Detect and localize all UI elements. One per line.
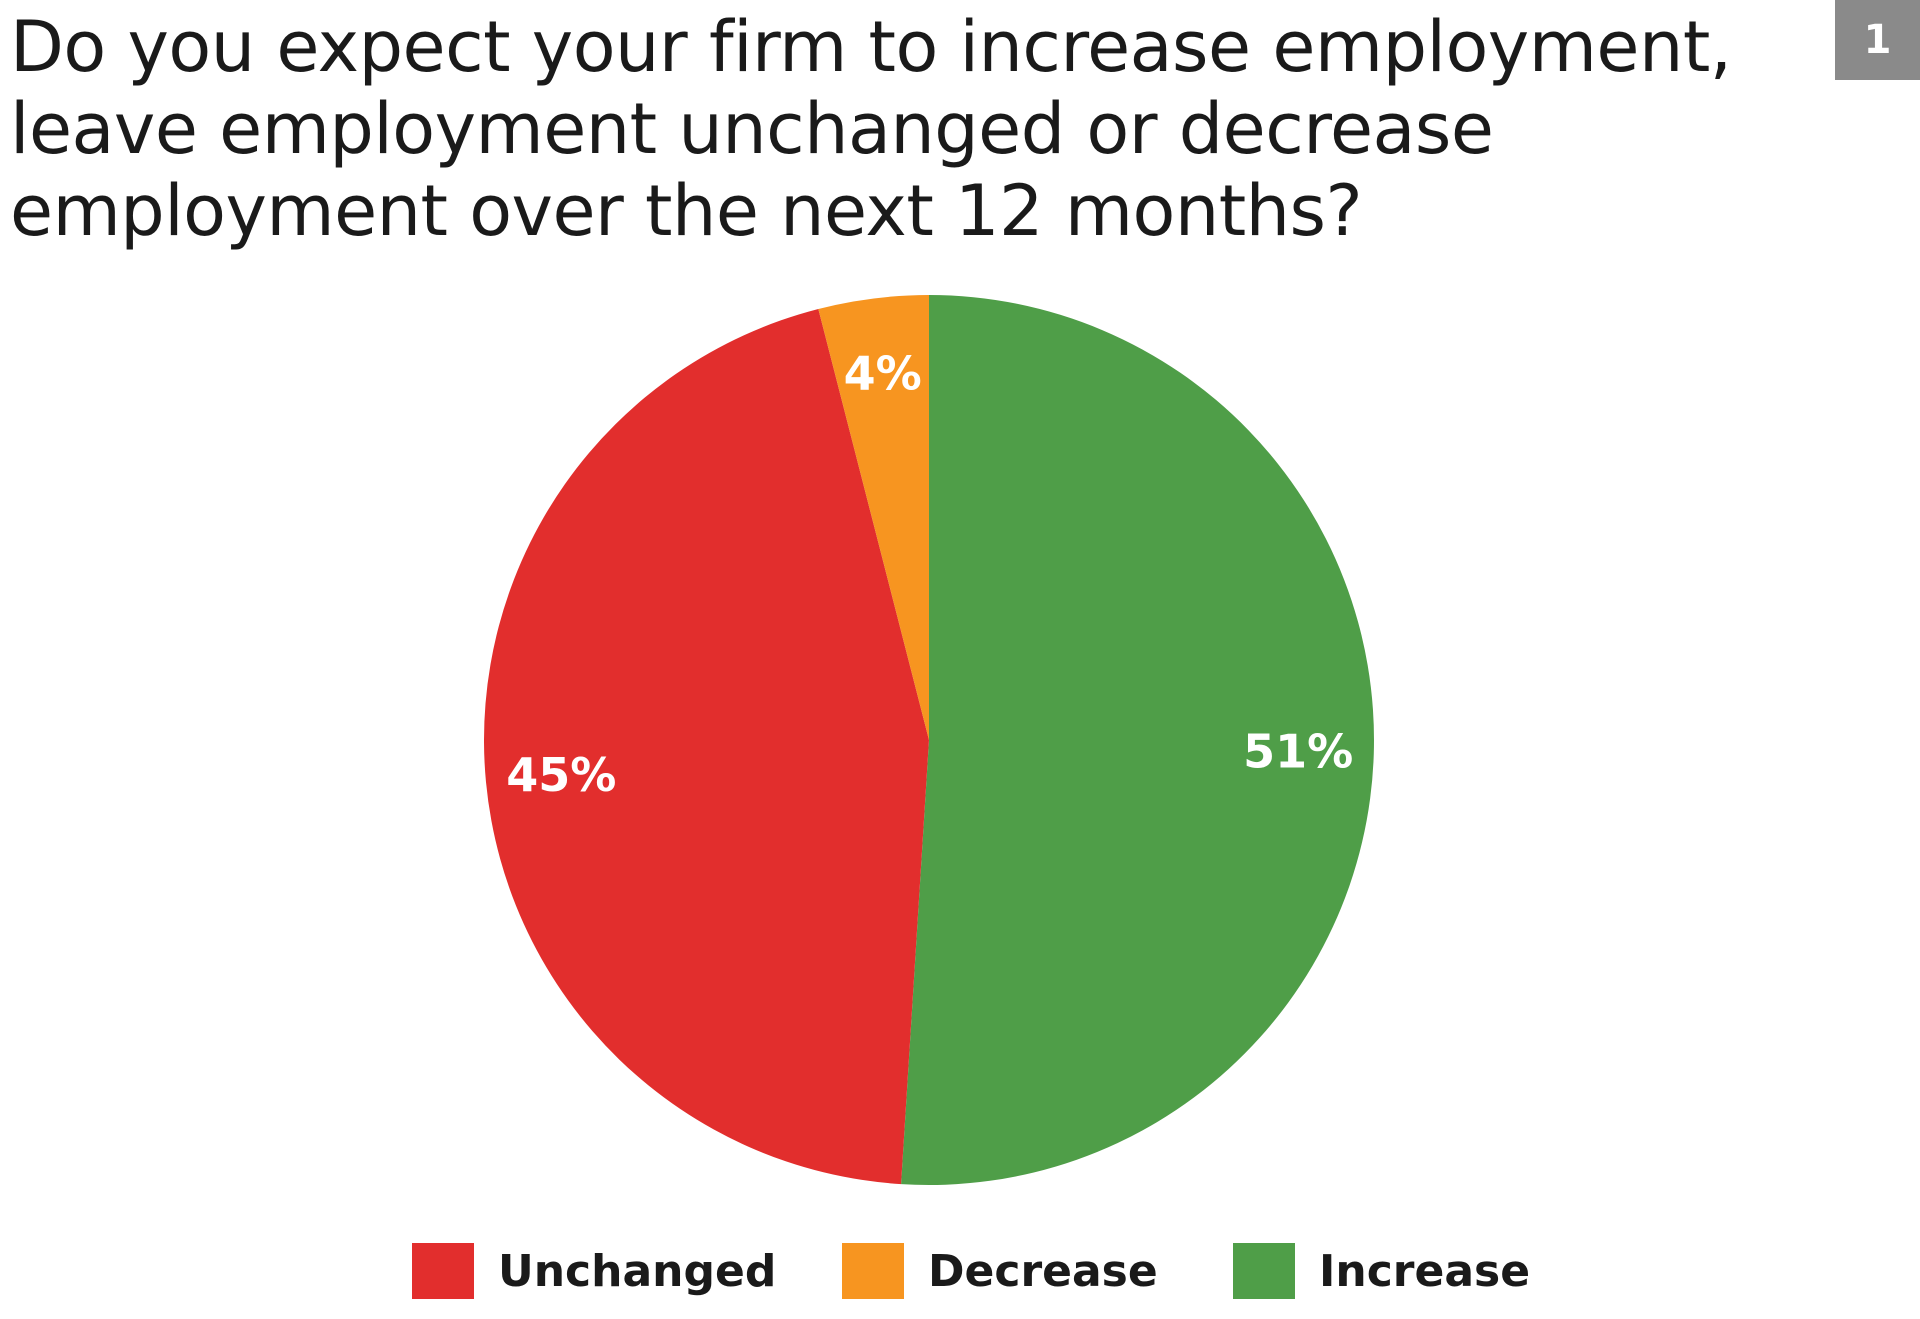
chart-title-line: employment over the next 12 months?	[10, 170, 1363, 252]
pie-slices	[483, 295, 1374, 1185]
legend-swatch-decrease	[842, 1243, 904, 1299]
chart-title: Do you expect your firm to increase empl…	[10, 6, 1800, 252]
pie-slice-increase	[901, 295, 1374, 1185]
legend-label-increase: Increase	[1319, 1245, 1531, 1297]
legend-swatch-unchanged	[412, 1243, 474, 1299]
legend-item-decrease: Decrease	[842, 1243, 1158, 1299]
pie-slice-decrease	[818, 295, 929, 740]
pie-labels: 51% 45% 4%	[506, 347, 1353, 802]
pie-slice-unchanged	[483, 308, 929, 1185]
pie-label-unchanged: 45%	[506, 748, 616, 802]
legend-item-increase: Increase	[1233, 1243, 1530, 1299]
pie-label-increase: 51%	[1243, 725, 1353, 779]
chart-title-line: leave employment unchanged or decrease	[10, 88, 1494, 170]
chart-title-line: Do you expect your firm to increase empl…	[10, 6, 1732, 88]
legend-item-unchanged: Unchanged	[412, 1243, 776, 1299]
legend-label-unchanged: Unchanged	[498, 1245, 777, 1297]
legend-label-decrease: Decrease	[928, 1245, 1158, 1297]
legend: Unchanged Decrease Increase	[0, 1243, 1920, 1299]
pie-label-decrease: 4%	[844, 347, 922, 401]
legend-swatch-increase	[1233, 1243, 1295, 1299]
page-number-badge: 1	[1835, 0, 1920, 80]
